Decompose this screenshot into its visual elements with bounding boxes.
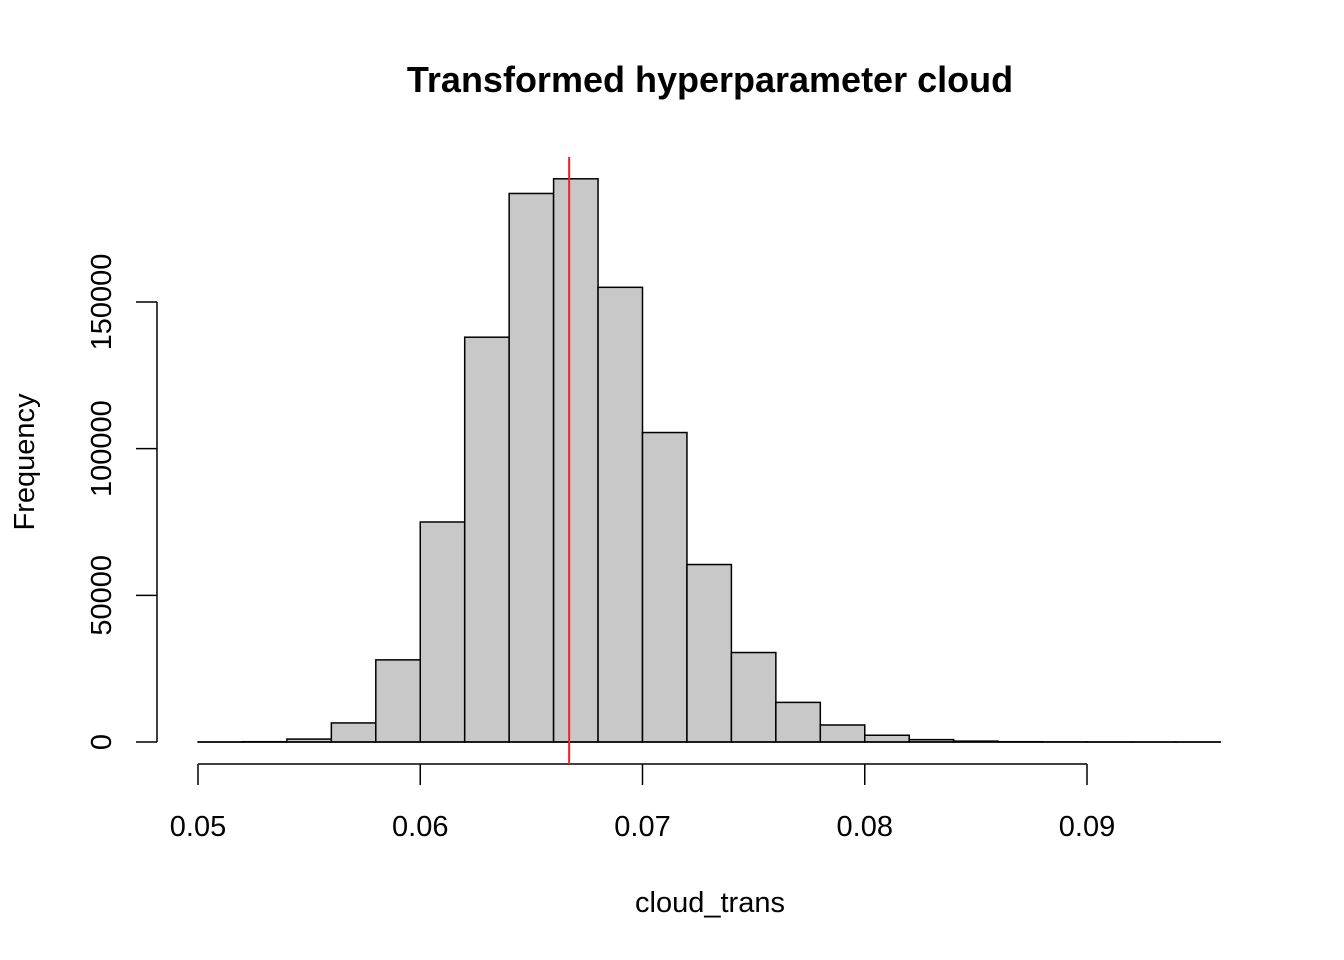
x-tick-label: 0.09 [1059,811,1115,843]
y-axis-label: Frequency [9,393,41,531]
histogram-bar [641,431,688,743]
y-tick-label: 150000 [86,254,118,351]
histogram-bar [552,178,599,743]
histogram-bar [775,701,822,743]
histogram-bar [419,521,466,743]
histogram-bar [730,651,777,743]
y-tick-label: 100000 [86,400,118,497]
x-tick-label: 0.08 [837,811,893,843]
x-tick-label: 0.05 [170,811,226,843]
x-axis: 0.05 0.06 0.07 0.08 0.09 [170,763,1115,843]
y-tick-label: 50000 [86,555,118,636]
histogram-bar [330,722,377,743]
y-tick-label: 0 [86,734,118,750]
histogram-bar [375,659,421,743]
x-axis-label: cloud_trans [635,887,785,919]
histogram-bar [686,563,733,743]
histogram-bar [819,724,866,743]
histogram-bars [197,178,1222,743]
y-axis: 0 50000 100000 150000 [86,254,158,750]
chart-title: Transformed hyperparameter cloud [407,59,1013,100]
histogram-bar [864,734,910,743]
histogram-bar [463,336,510,743]
histogram-bar [597,286,644,743]
x-tick-label: 0.06 [392,811,448,843]
histogram-bar [508,192,555,743]
x-tick-label: 0.07 [614,811,670,843]
